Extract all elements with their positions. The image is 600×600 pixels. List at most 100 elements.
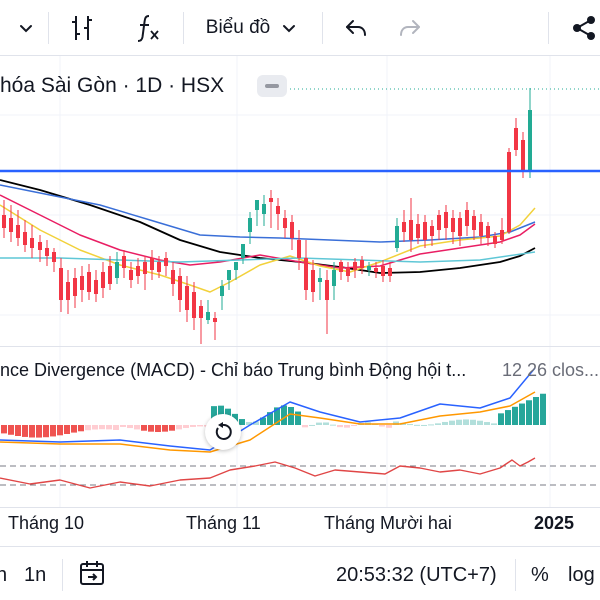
macd-indicator-title[interactable]: nce Divergence (MACD) - Chỉ báo Trung bì… xyxy=(0,360,467,380)
macd-histogram-bar xyxy=(29,425,35,438)
pane-separator[interactable] xyxy=(0,346,600,347)
macd-histogram-bar xyxy=(8,425,14,435)
macd-histogram-bar xyxy=(71,425,77,433)
macd-histogram-bar xyxy=(414,424,420,426)
candle-down xyxy=(290,222,294,238)
symbol-dropdown-chevron[interactable] xyxy=(8,0,44,56)
macd-histogram-bar xyxy=(162,425,168,432)
candle-down xyxy=(87,272,91,292)
chevron-down-icon xyxy=(20,25,32,33)
macd-histogram-bar xyxy=(239,419,245,425)
candle-down xyxy=(192,292,196,318)
macd-histogram-bar xyxy=(505,410,511,425)
macd-histogram-bar xyxy=(337,425,343,428)
price-candles xyxy=(2,88,532,344)
macd-histogram-bar xyxy=(540,393,546,425)
chart-type-dropdown[interactable]: Biểu đồ xyxy=(196,0,308,56)
macd-histogram-bar xyxy=(330,424,336,426)
candle-down xyxy=(360,260,364,268)
macd-histogram-bar xyxy=(526,400,532,425)
ma-line-cyan xyxy=(0,251,536,263)
macd-histogram-bar xyxy=(281,405,287,425)
range-button-1m[interactable]: 1n xyxy=(24,564,47,586)
macd-histogram-bar xyxy=(15,425,21,436)
candle-down xyxy=(465,210,469,226)
clock-timezone[interactable]: 20:53:32 (UTC+7) xyxy=(336,564,497,586)
macd-histogram-bar xyxy=(470,419,476,425)
macd-histogram-bar xyxy=(407,424,413,426)
goto-date-button[interactable] xyxy=(78,559,108,589)
macd-indicator-params: 12 26 clos... xyxy=(502,360,600,380)
range-button-partial[interactable]: n xyxy=(0,564,8,586)
candle-down xyxy=(283,218,287,228)
reset-scale-button[interactable] xyxy=(205,414,241,450)
percent-scale-toggle[interactable]: % xyxy=(531,564,549,586)
macd-histogram-bar xyxy=(491,423,497,425)
share-button[interactable] xyxy=(568,0,600,56)
macd-histogram-bar xyxy=(288,407,294,425)
chevron-down-icon xyxy=(283,25,296,33)
indicators-button[interactable] xyxy=(128,0,168,56)
toolbar-divider xyxy=(322,12,323,44)
candle-down xyxy=(346,268,350,276)
candle-down xyxy=(353,262,357,270)
candle-up xyxy=(367,266,371,270)
macd-histogram-bar xyxy=(64,425,70,434)
candle-down xyxy=(339,262,343,272)
candle-down xyxy=(59,268,63,300)
macd-histogram-bar xyxy=(302,425,308,428)
toolbar-divider xyxy=(548,12,549,44)
macd-histogram-bar xyxy=(50,425,56,437)
toolbar-divider xyxy=(48,12,49,44)
candle-up xyxy=(227,270,231,280)
candle-down xyxy=(157,262,161,272)
macd-histogram-bar xyxy=(267,412,273,425)
candle-down xyxy=(451,218,455,232)
candle-down xyxy=(269,198,273,202)
macd-histogram-bar xyxy=(379,425,385,427)
candle-down xyxy=(129,270,133,280)
macd-histogram-bar xyxy=(176,425,182,430)
candle-down xyxy=(16,225,20,238)
candle-down xyxy=(30,238,34,248)
symbol-legend-title[interactable]: hóa Sài Gòn · 1D · HSX xyxy=(0,74,225,97)
macd-histogram-bar xyxy=(134,425,140,430)
candle-down xyxy=(311,270,315,292)
macd-histogram-bar xyxy=(421,424,427,426)
compare-bars-icon xyxy=(72,16,92,40)
macd-histogram-bar xyxy=(36,425,42,438)
toolbar-divider xyxy=(183,12,184,44)
log-scale-toggle[interactable]: log xyxy=(568,564,595,586)
undo-icon xyxy=(346,20,366,36)
indicators-fx-icon xyxy=(137,15,159,42)
compare-button[interactable] xyxy=(62,0,102,56)
candle-up xyxy=(332,270,336,286)
macd-histogram-bar xyxy=(435,423,441,425)
redo-button[interactable] xyxy=(392,0,428,56)
calendar-goto-icon xyxy=(80,561,104,585)
oscillator-line xyxy=(0,457,536,489)
toolbar-divider xyxy=(62,559,63,591)
ma-line-yellow xyxy=(0,204,536,293)
candle-down xyxy=(171,270,175,284)
candle-up xyxy=(248,218,252,232)
candle-down xyxy=(521,140,525,170)
candle-up xyxy=(220,286,224,296)
legend-collapse-button[interactable] xyxy=(257,75,287,97)
bottom-toolbar: n 1n 20:53:32 (UTC+7) % log xyxy=(0,546,600,600)
macd-histogram-bar xyxy=(386,425,392,428)
undo-button[interactable] xyxy=(338,0,374,56)
toolbar-divider xyxy=(515,559,516,591)
macd-histogram-bar xyxy=(477,420,483,425)
macd-line xyxy=(0,367,536,451)
macd-histogram-bar xyxy=(344,425,350,428)
chart-canvas[interactable] xyxy=(0,56,600,546)
time-axis-label: Tháng Mười hai xyxy=(324,513,452,533)
macd-histogram-bar xyxy=(183,425,189,429)
candle-down xyxy=(486,226,490,238)
candle-up xyxy=(395,226,399,248)
macd-histogram-bar xyxy=(169,425,175,431)
macd-histogram-bar xyxy=(148,425,154,432)
macd-histogram-bar xyxy=(113,425,119,430)
candle-down xyxy=(458,218,462,236)
